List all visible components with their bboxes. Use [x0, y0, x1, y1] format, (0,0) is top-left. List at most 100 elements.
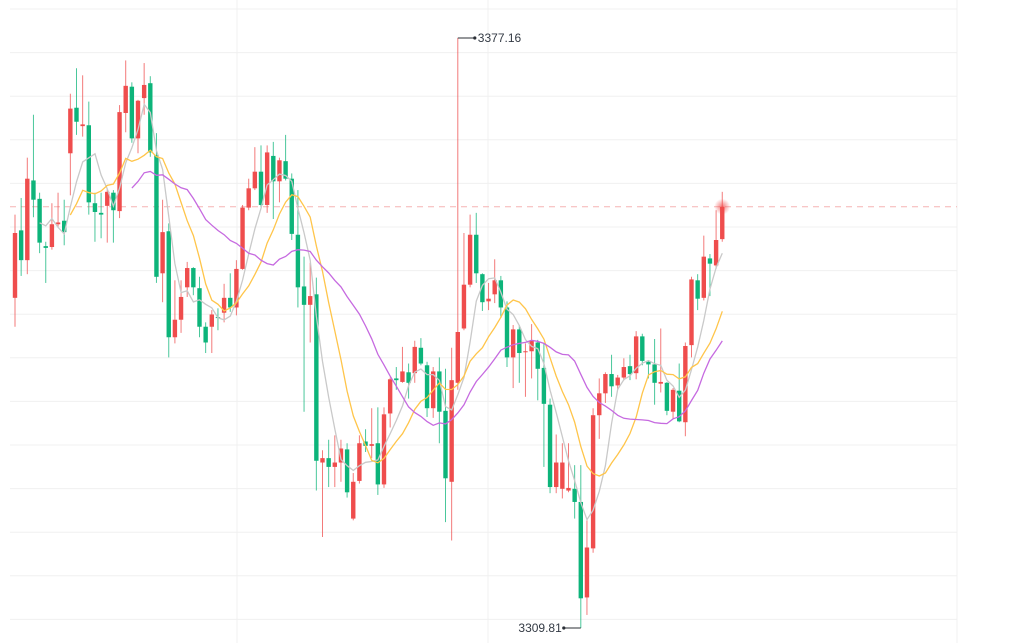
candle-body [646, 361, 651, 365]
candle-down [166, 223, 171, 358]
candle-body [689, 279, 694, 346]
candle-up [689, 276, 694, 358]
candle-down [129, 82, 135, 143]
last-price-pulse-dot [714, 198, 731, 215]
candle-body [541, 367, 547, 404]
candle-body [98, 212, 104, 215]
candle-body [258, 171, 264, 205]
candle-body [677, 390, 682, 422]
candle-body [123, 85, 128, 113]
candle-body [449, 380, 454, 482]
candle-body [197, 288, 202, 327]
candle-down [418, 338, 424, 366]
candle-down [258, 145, 264, 209]
candle-up [123, 60, 128, 133]
candle-down [301, 256, 307, 412]
candle-body [510, 329, 516, 358]
candle-body [31, 180, 36, 200]
candle-body [695, 280, 700, 299]
candle-up [584, 520, 590, 615]
candle-down [92, 192, 98, 242]
candle-body [609, 374, 614, 387]
candle-down [98, 192, 104, 239]
candle-up [80, 75, 85, 137]
candle-body [455, 331, 460, 383]
candle-body [55, 222, 61, 225]
candle-up [49, 203, 55, 250]
candle-body [627, 366, 633, 375]
candle-up [55, 192, 61, 227]
candle-body [209, 314, 214, 327]
candle-body [547, 404, 553, 488]
candle-down [228, 273, 233, 312]
candle-body [166, 231, 171, 338]
candle-down [289, 173, 294, 241]
candle-down [62, 199, 67, 246]
candle-up [387, 377, 393, 428]
candle-down [424, 361, 430, 417]
candle-body [523, 351, 528, 353]
candle-down [111, 190, 116, 243]
candle-up [246, 178, 251, 211]
candle-down [363, 429, 368, 453]
candle-body [111, 192, 116, 211]
candle-down [572, 465, 577, 519]
candle-body [141, 84, 147, 99]
candle-down [314, 277, 319, 491]
candle-body [185, 268, 190, 288]
candle-body [25, 178, 30, 261]
candle-down [326, 439, 331, 488]
candle-up [209, 310, 214, 354]
candle-up [621, 358, 627, 381]
candle-body [277, 160, 282, 182]
candle-body [129, 86, 135, 139]
candle-body [670, 389, 676, 412]
candle-body [492, 280, 497, 295]
candle-body [394, 378, 399, 381]
candle-up [338, 439, 344, 482]
candle-down [677, 363, 682, 423]
candle-up [529, 324, 534, 379]
candle-up [68, 93, 73, 196]
candle-down [578, 465, 583, 628]
candle-up [252, 147, 258, 191]
candle-up [467, 214, 473, 288]
candle-body [621, 367, 627, 378]
candle-up [117, 105, 122, 219]
candle-body [363, 441, 368, 446]
candle-body [597, 393, 602, 416]
candle-up [510, 324, 516, 389]
candle-down [203, 322, 208, 354]
candle-up [351, 473, 356, 521]
candle-body [603, 374, 608, 394]
candle-body [148, 83, 153, 153]
candle-body [271, 155, 276, 182]
candle-up [221, 283, 227, 323]
candle-up [633, 331, 639, 380]
candle-body [658, 381, 663, 384]
candle-body [172, 319, 178, 338]
candle-body [357, 443, 362, 481]
candle-body [517, 329, 522, 354]
moving-average-lines [39, 102, 723, 522]
candle-body [12, 233, 18, 298]
candle-body [86, 125, 91, 203]
candle-body [332, 462, 337, 467]
candle-body [474, 234, 479, 274]
candle-up [308, 262, 313, 343]
candle-body [252, 171, 258, 189]
candle-body [135, 100, 141, 139]
candle-body [62, 220, 67, 233]
candle-body [154, 155, 159, 277]
candle-body [295, 234, 301, 288]
candle-body [234, 268, 239, 308]
candle-up [178, 280, 184, 333]
candle-down [406, 363, 411, 399]
candle-body [338, 448, 344, 463]
candle-body [228, 297, 233, 308]
candle-body [424, 365, 430, 409]
candle-up [105, 189, 110, 243]
candles [12, 38, 725, 628]
candle-up [486, 282, 491, 311]
